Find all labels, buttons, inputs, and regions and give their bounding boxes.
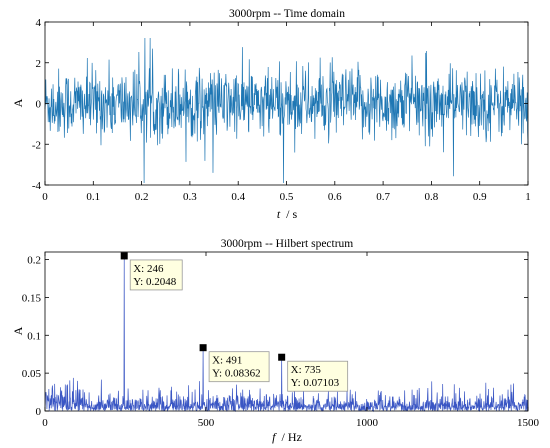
hilbert-spectrum-x-axis-label: f / Hz [272,430,302,444]
x-tick-label: 0 [42,191,48,203]
time-domain-y-axis-label: A [11,98,25,107]
y-tick-label: 4 [36,17,42,29]
hilbert-spectrum-plot-area [44,255,529,413]
y-tick-label: 0.1 [27,330,41,342]
hilbert-spectrum-chart: 3000rpm -- Hilbert spectrum 0 500 1000 1500… [11,238,540,444]
hilbert-spectrum-axes-box [44,251,529,412]
datatip-x-label: X: 735 [291,364,322,376]
y-tick-label: 0 [36,406,42,418]
time-domain-chart: 3000rpm -- Time domain 0 0.1 0.2 0.3 0.4 0.5 0… [11,8,531,221]
chart-title-hilbert-spectrum: 3000rpm -- Hilbert spectrum [221,238,354,250]
y-tick-label: 0.15 [22,292,42,304]
x-axis-variable: t [277,207,281,221]
peak-marker [199,344,207,352]
x-tick-label: 0.1 [86,191,100,203]
hilbert-spectrum-x-ticks: 0 500 1000 1500 [42,252,540,429]
x-axis-variable: f [272,430,277,444]
x-axis-unit: / Hz [282,430,302,444]
y-tick-label: 0 [36,99,42,111]
datatip-y-label: Y: 0.2048 [133,276,176,288]
time-domain-x-ticks: 0 0.1 0.2 0.3 0.4 0.5 0.6 0.7 0.8 0.9 1 [42,22,531,203]
x-tick-label: 0.9 [473,191,487,203]
datatip-x-label: X: 246 [133,263,164,275]
y-tick-label: -2 [32,139,41,151]
x-tick-label: 0.3 [183,191,197,203]
time-domain-plot-area [44,37,529,183]
x-tick-label: 0.8 [425,191,439,203]
time-signal-series [44,37,529,183]
hilbert-spectrum-series [44,255,529,413]
x-tick-label: 0.5 [280,191,294,203]
time-domain-x-axis-label: t / s [277,207,298,221]
x-tick-label: 0.4 [231,191,245,203]
peak-marker [120,252,128,260]
datatip-y-label: Y: 0.07103 [291,377,340,389]
datatip-box [287,360,349,392]
x-tick-label: 0.2 [135,191,149,203]
x-tick-label: 500 [198,417,215,429]
y-tick-label: -4 [32,180,42,192]
x-tick-label: 1000 [356,417,379,429]
hilbert-spectrum-y-ticks: 0 0.05 0.1 0.15 0.2 [22,255,528,418]
x-tick-label: 0.6 [328,191,342,203]
y-tick-label: 0.05 [22,368,42,380]
x-tick-label: 1500 [517,417,540,429]
time-domain-y-ticks: -4 -2 0 2 4 [32,17,528,192]
datatip-y-label: Y: 0.08362 [212,368,260,380]
hilbert-spectrum-y-axis-label: A [11,326,25,335]
chart-title-time-domain: 3000rpm -- Time domain [229,8,345,20]
y-tick-label: 2 [36,58,42,70]
datatip-box [129,259,183,291]
y-tick-label: 0.2 [27,255,41,267]
datatip-x-label: X: 491 [212,355,242,367]
x-tick-label: 0.7 [376,191,390,203]
peak-marker [278,353,286,361]
datatip-box [208,351,270,383]
x-axis-unit: / s [286,207,297,221]
x-tick-label: 1 [525,191,531,203]
x-tick-label: 0 [42,417,48,429]
